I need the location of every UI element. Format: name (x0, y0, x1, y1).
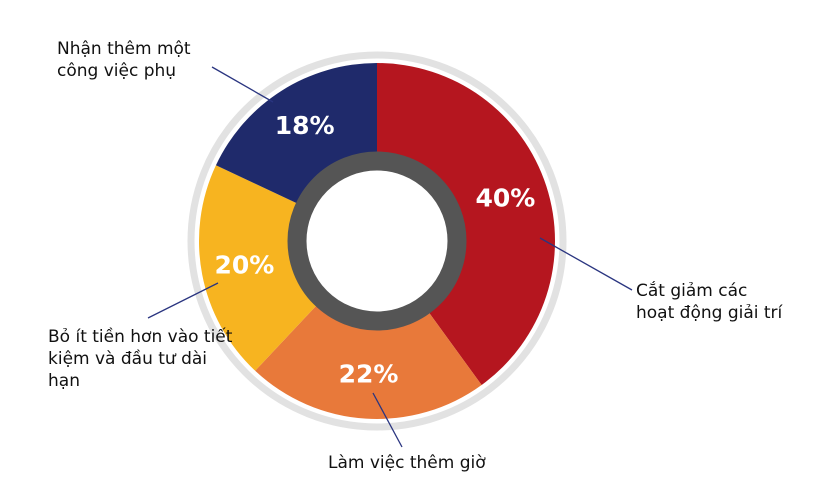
inner-ring (287, 151, 467, 331)
category-label: Bỏ ít tiền hơn vào tiết kiệm và đầu tư d… (48, 327, 233, 391)
value-label: 18% (275, 111, 335, 140)
leader-line (372, 392, 403, 448)
leader-line (211, 66, 274, 103)
leader-line (539, 237, 633, 291)
value-label: 20% (214, 250, 274, 279)
slice (255, 305, 482, 419)
category-label: Nhận thêm một công việc phụ (57, 39, 191, 81)
value-label: 22% (339, 360, 399, 389)
value-label: 40% (475, 183, 535, 212)
outer-ring (187, 51, 567, 431)
slice (199, 165, 317, 371)
slice (377, 63, 555, 386)
category-label: Làm việc thêm giờ (328, 453, 486, 473)
slice (215, 63, 377, 204)
leader-line (147, 282, 219, 319)
category-label: Cắt giảm các hoạt động giải trí (636, 281, 783, 323)
